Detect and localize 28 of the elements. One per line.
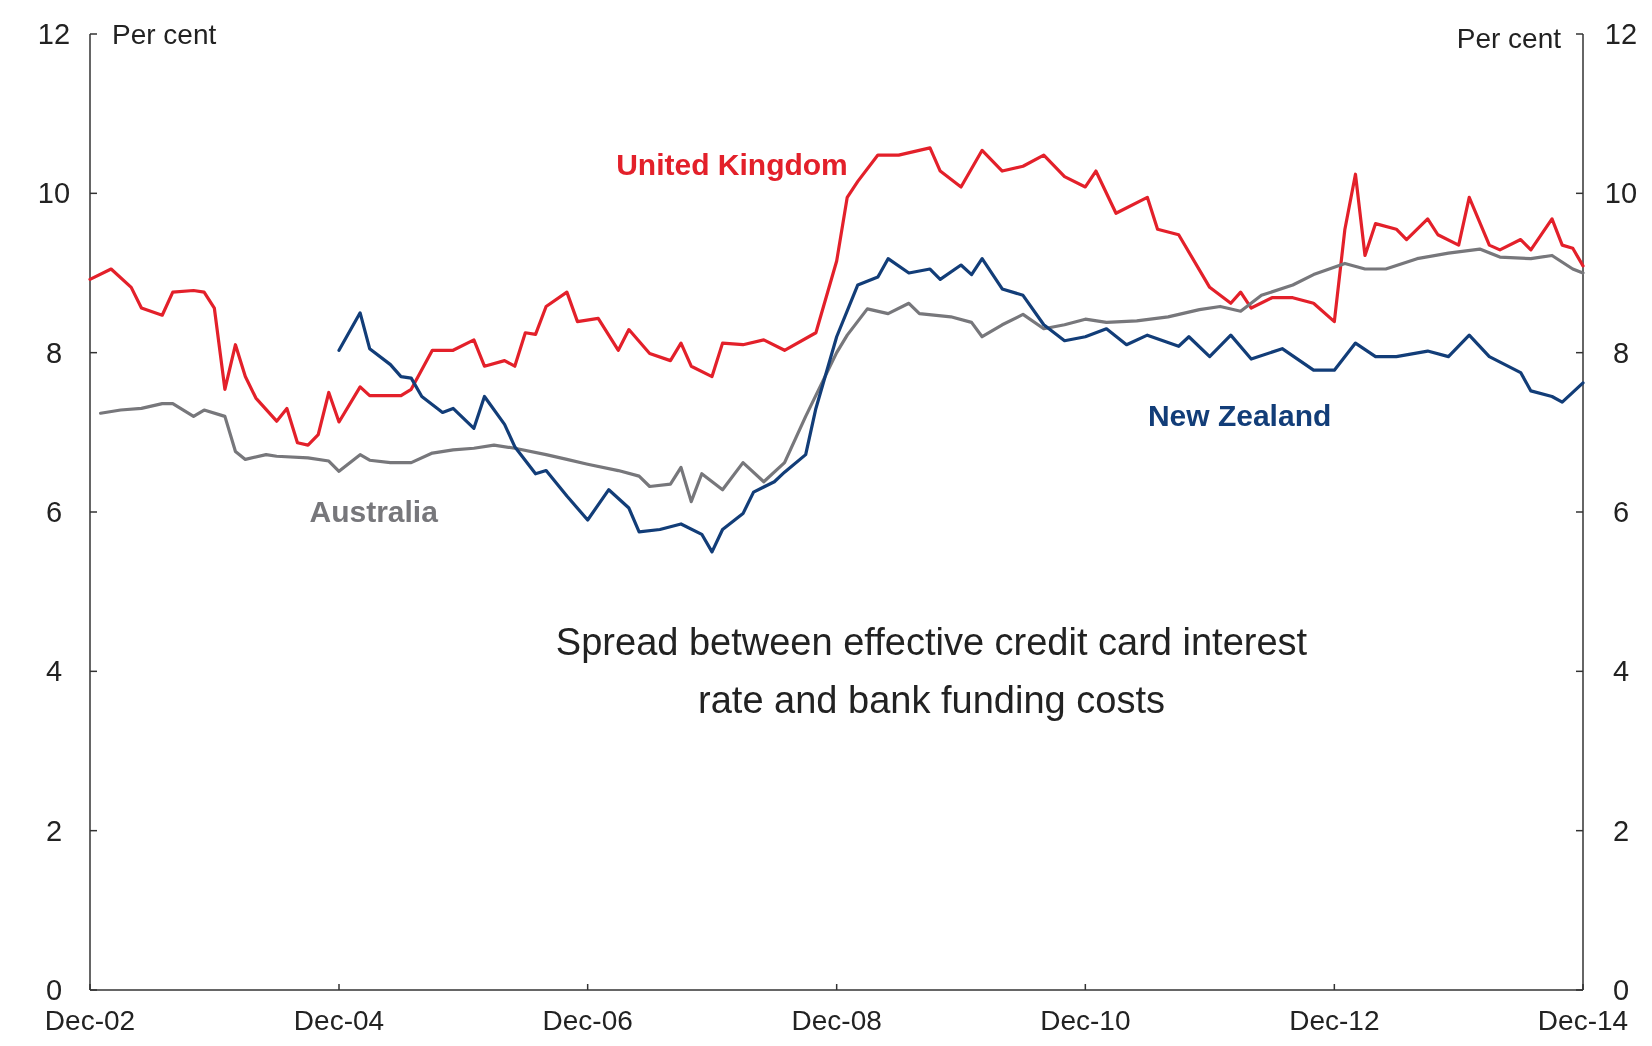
y2-tick-label: 4 — [1612, 655, 1630, 688]
y-tick-label: 10 — [37, 177, 71, 210]
series-label: Australia — [309, 494, 439, 528]
y2-tick-label: 12 — [1604, 18, 1638, 51]
y-tick-label: 2 — [45, 814, 63, 847]
y2-tick-label: 6 — [1612, 496, 1630, 529]
series-label: United Kingdom — [616, 147, 848, 181]
x-tick-label: Dec-08 — [791, 1005, 882, 1036]
y-tick-label: 8 — [45, 336, 63, 369]
y-tick-label: 12 — [37, 18, 71, 51]
annotation: Spread between effective credit card interest rate and bank funding costs — [555, 621, 1308, 722]
x-tick-label: Dec-04 — [293, 1005, 385, 1036]
x-tick-label: Dec-02 — [44, 1005, 136, 1036]
y-axis-title: Per cent — [112, 19, 217, 50]
y2-tick-label: 8 — [1612, 336, 1630, 369]
y2-axis-title: Per cent — [1456, 23, 1562, 54]
x-tick-label: Dec-14 — [1537, 1005, 1629, 1036]
x-tick-label: Dec-10 — [1040, 1005, 1131, 1036]
y2-tick-label: 0 — [1612, 974, 1630, 1007]
y-tick-label: 6 — [45, 496, 63, 529]
y2-tick-label: 10 — [1604, 177, 1638, 210]
series-label: New Zealand — [1147, 398, 1332, 432]
line-series — [88, 146, 1585, 447]
x-tick-label: Dec-06 — [542, 1005, 633, 1036]
x-tick-label: Dec-12 — [1289, 1005, 1380, 1036]
y-tick-label: 0 — [45, 974, 63, 1007]
y-tick-label: 4 — [45, 655, 63, 688]
y2-tick-label: 2 — [1612, 814, 1630, 847]
